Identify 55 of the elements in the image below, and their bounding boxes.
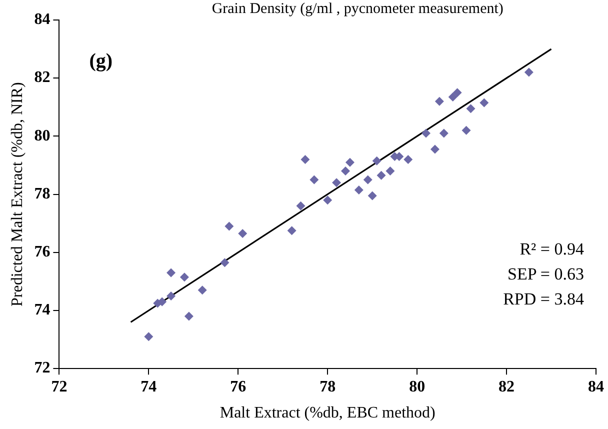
point	[340, 166, 350, 176]
point	[376, 170, 386, 180]
point	[310, 175, 319, 184]
point	[354, 185, 364, 194]
text: Grain Density (g/ml , pycnometer measurement)	[212, 0, 504, 17]
x-tick-label: 72	[51, 378, 68, 396]
annotation: (g)	[89, 50, 113, 72]
y-tick-label: 82	[34, 69, 50, 86]
y-tick-label: 72	[34, 360, 50, 377]
y-tick-label: 74	[34, 302, 50, 319]
x-tick-label: 76	[230, 378, 246, 396]
x-tick-label: 78	[320, 378, 336, 396]
point	[386, 166, 395, 176]
annotation: SEP = 0.63	[508, 264, 584, 284]
point	[462, 126, 471, 135]
annotation: RPD = 3.84	[503, 289, 584, 308]
y-axis-title: Predicted Malt Extract (%db, NIR)	[8, 82, 26, 306]
point	[448, 92, 458, 102]
x-axis-title: Malt Extract (%db, EBC method)	[220, 404, 436, 422]
x-tick-label: 74	[140, 378, 157, 396]
point	[345, 158, 354, 167]
point	[368, 191, 377, 200]
point	[166, 291, 176, 300]
point	[524, 68, 534, 77]
point	[452, 88, 462, 98]
point	[144, 332, 154, 342]
point	[332, 178, 342, 188]
point	[323, 196, 332, 205]
point	[238, 229, 248, 238]
point	[430, 144, 440, 154]
point	[422, 128, 431, 138]
point	[184, 312, 194, 321]
point	[434, 96, 444, 106]
point	[466, 104, 476, 114]
point	[363, 175, 372, 184]
point	[296, 201, 306, 210]
point	[439, 128, 448, 138]
y-tick-label: 84	[34, 11, 50, 28]
point	[180, 272, 189, 282]
point	[300, 154, 310, 164]
point	[220, 258, 230, 268]
point	[287, 226, 296, 236]
annotation: R² = 0.94	[520, 239, 584, 258]
x-tick-label: 82	[498, 378, 515, 396]
y-tick-label: 76	[34, 244, 50, 261]
point	[166, 268, 176, 278]
point	[404, 154, 413, 164]
y-tick-label: 78	[34, 185, 50, 202]
y-tick-label: 80	[34, 127, 50, 144]
x-tick-label: 80	[409, 378, 426, 396]
point	[480, 98, 489, 108]
point	[198, 286, 207, 295]
x-tick-label: 84	[588, 378, 604, 396]
point	[372, 156, 382, 166]
point	[224, 222, 234, 231]
